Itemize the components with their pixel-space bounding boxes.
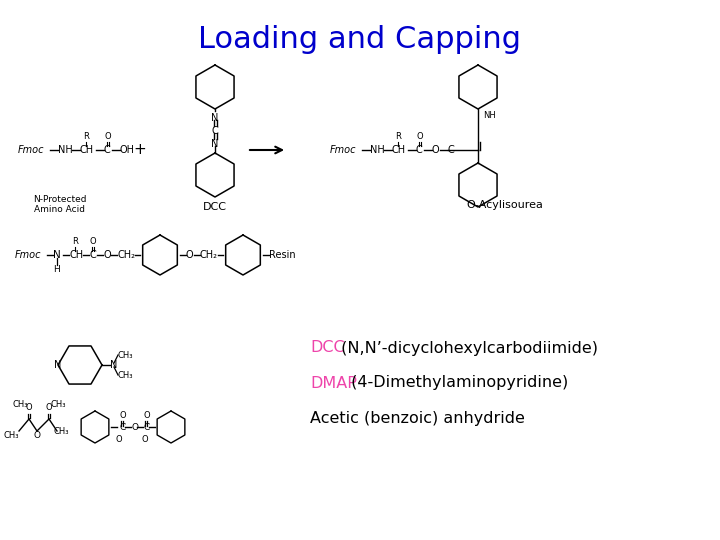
Text: DCC: DCC: [203, 202, 227, 212]
Text: Fmoc: Fmoc: [330, 145, 356, 155]
Text: O: O: [142, 435, 148, 444]
Text: O: O: [417, 132, 423, 141]
Text: O: O: [432, 145, 440, 155]
Text: Resin: Resin: [269, 250, 296, 260]
Text: O: O: [26, 403, 32, 412]
Text: N: N: [211, 113, 219, 123]
Text: (N,N’-dicyclohexylcarbodiimide): (N,N’-dicyclohexylcarbodiimide): [336, 341, 598, 355]
Text: C: C: [212, 126, 218, 136]
Text: Acetic (benzoic) anhydride: Acetic (benzoic) anhydride: [310, 410, 525, 426]
Text: CH₃: CH₃: [12, 400, 28, 409]
Text: NH: NH: [58, 145, 73, 155]
Text: O: O: [131, 422, 138, 431]
Text: Fmoc: Fmoc: [15, 250, 42, 260]
Text: N: N: [110, 360, 117, 370]
Text: C: C: [119, 422, 125, 431]
Text: CH₃: CH₃: [118, 350, 133, 360]
Text: CH₂: CH₂: [200, 250, 218, 260]
Text: R: R: [83, 132, 89, 141]
Text: (4-Dimethylaminopyridine): (4-Dimethylaminopyridine): [346, 375, 568, 390]
Text: CH₂: CH₂: [117, 250, 135, 260]
Text: C: C: [89, 250, 96, 260]
Text: O: O: [90, 237, 96, 246]
Text: DCC: DCC: [310, 341, 345, 355]
Text: C: C: [104, 145, 111, 155]
Text: O: O: [103, 250, 111, 260]
Text: O: O: [186, 250, 194, 260]
Text: O: O: [104, 132, 112, 141]
Text: O-Acylisourea: O-Acylisourea: [467, 200, 544, 210]
Text: R: R: [72, 237, 78, 246]
Text: CH₃: CH₃: [53, 427, 68, 435]
Text: R: R: [395, 132, 401, 141]
Text: N-Protected
Amino Acid: N-Protected Amino Acid: [33, 195, 86, 214]
Text: O: O: [144, 411, 150, 420]
Text: CH₃: CH₃: [118, 370, 133, 380]
Text: CH: CH: [392, 145, 406, 155]
Text: +: +: [134, 143, 146, 158]
Text: CH₃: CH₃: [50, 400, 66, 409]
Text: Loading and Capping: Loading and Capping: [199, 25, 521, 54]
Text: CH: CH: [69, 250, 83, 260]
Text: O: O: [120, 411, 126, 420]
Text: C: C: [448, 145, 455, 155]
Text: OH: OH: [120, 145, 135, 155]
Text: O: O: [45, 403, 53, 412]
Text: DMAP: DMAP: [310, 375, 357, 390]
Text: N: N: [54, 360, 62, 370]
Text: CH: CH: [80, 145, 94, 155]
Text: Fmoc: Fmoc: [18, 145, 45, 155]
Text: NH: NH: [483, 111, 496, 120]
Text: N: N: [211, 139, 219, 149]
Text: C: C: [416, 145, 423, 155]
Text: H: H: [53, 265, 60, 274]
Text: N: N: [53, 250, 60, 260]
Text: O: O: [116, 435, 122, 444]
Text: CH₃: CH₃: [4, 430, 19, 440]
Text: O: O: [34, 430, 40, 440]
Text: C: C: [143, 422, 149, 431]
Text: NH: NH: [370, 145, 384, 155]
